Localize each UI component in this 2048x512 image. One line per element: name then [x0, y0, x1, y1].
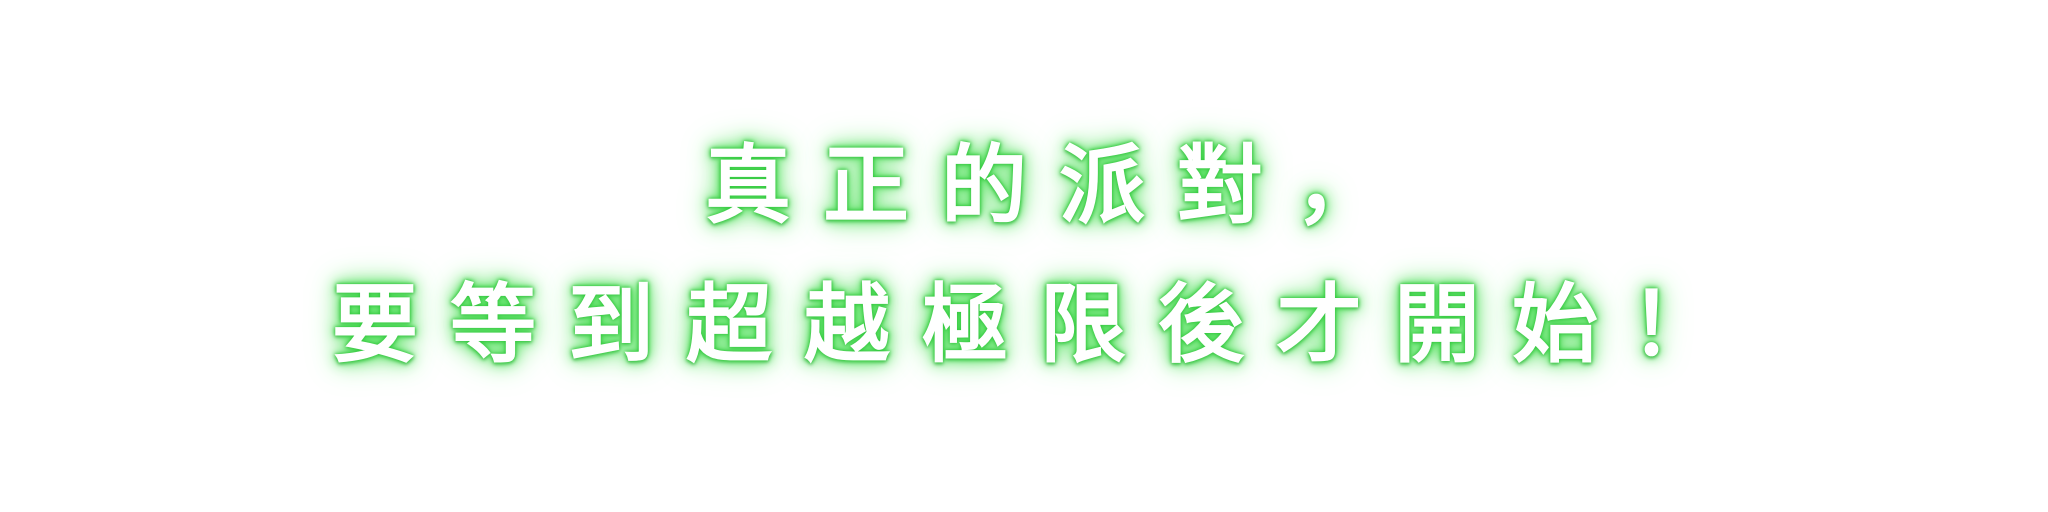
headline-line-2: 要等到超越極限後才開始！ — [332, 275, 1748, 375]
headline-line-1: 真正的派對， — [705, 136, 1413, 236]
